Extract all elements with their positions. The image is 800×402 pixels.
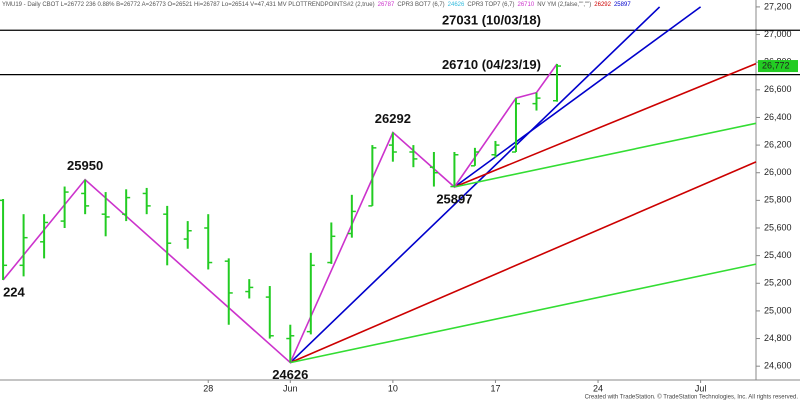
swing-label: 26292 bbox=[375, 111, 411, 126]
y-tick-label: 26,000 bbox=[764, 167, 792, 177]
header-part: 26787 bbox=[378, 2, 395, 8]
trend-line bbox=[454, 62, 757, 188]
header: YMU19 - Daily CBOT L=26772 236 0.88% B=2… bbox=[2, 2, 631, 8]
header-part: NV YM (2,false,"","") bbox=[537, 2, 591, 8]
y-tick-label: 24,800 bbox=[764, 333, 792, 343]
last-price-box bbox=[758, 60, 798, 73]
header-part: 25897 bbox=[614, 2, 631, 8]
header-part: CPR3 TOP7 (6,7) bbox=[467, 2, 514, 8]
y-tick-label: 25,400 bbox=[764, 250, 792, 260]
y-tick-label: 26,400 bbox=[764, 112, 792, 122]
y-tick-label: 25,200 bbox=[764, 278, 792, 288]
header-part: 26710 bbox=[518, 2, 535, 8]
x-tick-label: 24 bbox=[593, 383, 603, 393]
header-part: YMU19 - Daily CBOT L=26772 236 0.88% B=2… bbox=[2, 2, 375, 8]
footer: Created with TradeStation. © TradeStatio… bbox=[585, 394, 799, 401]
y-tick-label: 25,600 bbox=[764, 222, 792, 232]
trend-line bbox=[289, 6, 661, 364]
y-tick-label: 27,200 bbox=[764, 1, 792, 11]
swing-label: 25950 bbox=[67, 158, 103, 173]
y-tick-label: 25,800 bbox=[764, 195, 792, 205]
y-tick-label: 27,000 bbox=[764, 29, 792, 39]
header-part: CPR3 BOT7 (6,7) bbox=[397, 2, 444, 8]
level-label: 26710 (04/23/19) bbox=[442, 57, 541, 72]
y-tick-label: 25,000 bbox=[764, 305, 792, 315]
swing-label: 224 bbox=[3, 284, 25, 299]
trend-line bbox=[289, 161, 757, 364]
x-tick-label: Jun bbox=[283, 383, 298, 393]
level-label: 27031 (10/03/18) bbox=[442, 13, 541, 28]
header-part: 26292 bbox=[594, 2, 611, 8]
x-tick-label: 28 bbox=[203, 383, 213, 393]
y-tick-label: 26,600 bbox=[764, 84, 792, 94]
swing-label: 24626 bbox=[272, 367, 308, 382]
y-tick-label: 24,600 bbox=[764, 361, 792, 371]
last-price-label: 26,772 bbox=[762, 60, 790, 70]
swing-line bbox=[2, 63, 558, 364]
x-tick-label: Jul bbox=[695, 383, 707, 393]
swing-label: 25897 bbox=[436, 191, 472, 206]
trend-line bbox=[290, 263, 757, 364]
trend-line bbox=[454, 122, 757, 188]
x-tick-label: 10 bbox=[388, 383, 398, 393]
x-tick-label: 17 bbox=[490, 383, 500, 393]
y-tick-label: 26,200 bbox=[764, 139, 792, 149]
header-part: 24626 bbox=[448, 2, 465, 8]
